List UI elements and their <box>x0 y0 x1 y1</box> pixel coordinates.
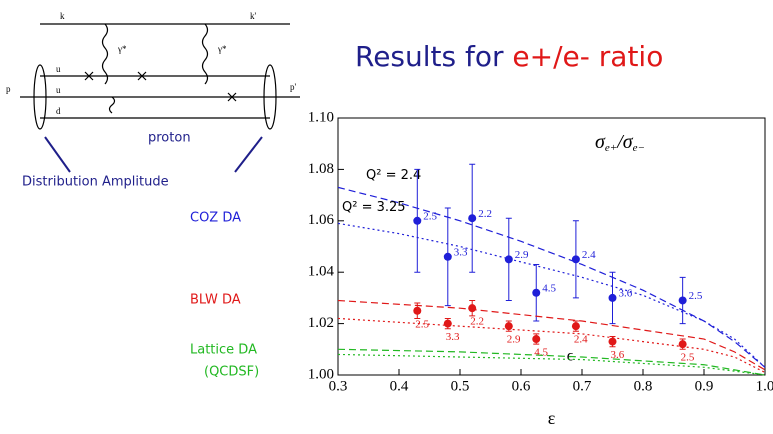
label: k' <box>250 11 257 21</box>
x-tick-label: 0.9 <box>695 378 714 394</box>
point <box>571 255 580 264</box>
title-part: Results for <box>355 40 504 73</box>
point <box>678 296 687 305</box>
y-tick-label: 1.00 <box>308 366 334 382</box>
diagram-labels: k k' p p' γ* γ* u u d <box>6 11 297 116</box>
x-tick-label: 0.7 <box>573 378 592 394</box>
curve <box>337 186 766 368</box>
point-label: 2.4 <box>582 249 596 261</box>
note: Distribution Amplitude <box>22 175 169 190</box>
point-label: 2.5 <box>681 352 695 364</box>
point <box>608 337 617 346</box>
point-label: 4.5 <box>542 282 556 294</box>
label: γ* <box>217 44 227 54</box>
y-tick-label: 1.06 <box>308 212 335 228</box>
point-label: 2.5 <box>689 290 703 302</box>
y-label-part: σ <box>595 131 606 153</box>
point-label: 2.2 <box>470 316 484 328</box>
point <box>468 214 477 223</box>
point <box>443 252 452 261</box>
label: u <box>56 64 61 74</box>
y-tick-label: 1.02 <box>308 315 334 331</box>
x-tick-label: 0.6 <box>512 378 531 394</box>
label: d <box>56 106 61 116</box>
point-label: 3.6 <box>619 287 633 299</box>
x-axis-label: ε <box>548 408 556 428</box>
point <box>571 322 580 331</box>
plot-frame <box>337 117 766 376</box>
feynman-diagram <box>20 23 300 173</box>
y-label-part: e− <box>633 142 645 154</box>
point <box>443 319 452 328</box>
point <box>504 322 513 331</box>
y-label-part: e+ <box>605 142 617 154</box>
point <box>532 288 541 297</box>
label: p' <box>290 82 297 92</box>
label: k <box>60 11 65 21</box>
y-label-part: /σ <box>616 131 634 153</box>
series-label: BLW DA <box>190 293 241 308</box>
point-label: 2.9 <box>507 334 521 346</box>
point-label: 4.5 <box>534 347 548 359</box>
y-axis-label: σe+/σe− <box>595 131 645 154</box>
point <box>413 306 422 315</box>
curve <box>337 317 766 373</box>
curve <box>337 353 766 376</box>
point <box>468 304 477 313</box>
x-tick-label: 0.4 <box>390 378 409 394</box>
label: γ* <box>117 44 127 54</box>
point-label: 2.5 <box>423 210 437 222</box>
title-part: e+/e- ratio <box>512 40 663 73</box>
curve <box>337 299 766 371</box>
label: u <box>56 85 61 95</box>
caption: proton <box>148 131 191 146</box>
title: Results for e+/e- ratio <box>355 40 663 73</box>
point <box>413 216 422 225</box>
y-tick-label: 1.04 <box>308 264 335 280</box>
y-tick-label: 1.08 <box>308 161 334 177</box>
x-tick-label: 0.8 <box>634 378 653 394</box>
point <box>532 335 541 344</box>
point-label: 2.4 <box>574 334 588 346</box>
point-label: 3.3 <box>454 246 468 258</box>
curve <box>337 222 766 368</box>
series-label: COZ DA <box>190 211 241 226</box>
y-tick-label: 1.10 <box>308 109 334 125</box>
x-tick-label: 0.3 <box>329 378 348 394</box>
point-label: 2.5 <box>415 318 429 330</box>
point <box>504 255 513 264</box>
x-tick-label: 1.0 <box>756 378 773 394</box>
point-label: 2.9 <box>515 249 529 261</box>
point-label: 3.3 <box>446 331 460 343</box>
curve <box>337 348 766 376</box>
point <box>678 340 687 349</box>
point-label: 3.6 <box>611 349 625 361</box>
curve-label: Q² = 2.4 <box>366 168 421 183</box>
point <box>608 293 617 302</box>
x-tick-label: 0.5 <box>451 378 470 394</box>
curve-label: Q² = 3.25 <box>342 200 406 215</box>
series-label: Lattice DA <box>190 343 257 358</box>
label: p <box>6 84 11 94</box>
series-sublabel: (QCDSF) <box>204 365 259 380</box>
point-label: 2.2 <box>478 208 492 220</box>
